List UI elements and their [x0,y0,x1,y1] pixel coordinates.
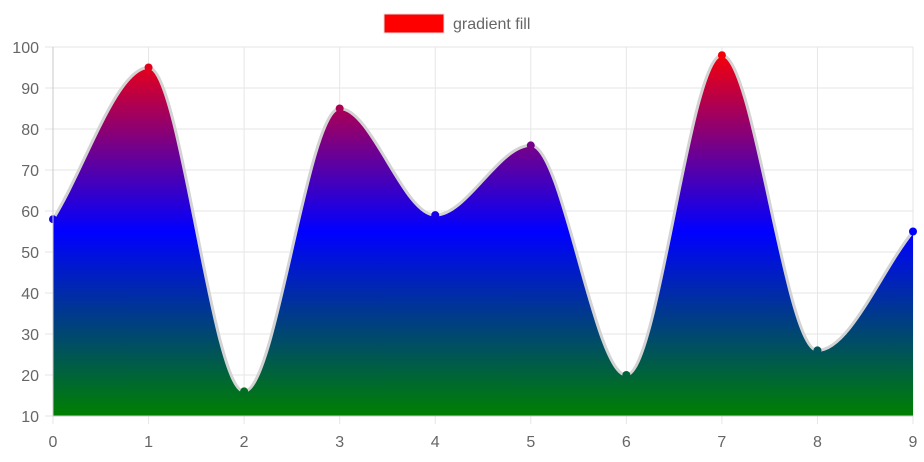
data-point[interactable] [431,211,440,220]
x-tick-label: 2 [240,434,249,451]
data-point[interactable] [909,227,917,236]
legend-label: gradient fill [453,16,530,33]
y-tick-label: 100 [12,40,39,57]
legend[interactable]: gradient fill [383,13,530,34]
x-tick-label: 0 [49,434,58,451]
area-fill [53,55,913,416]
x-tick-label: 9 [909,434,918,451]
data-points [49,51,917,396]
y-tick-label: 20 [21,368,39,385]
x-tick-label: 1 [144,434,153,451]
x-tick-label: 6 [622,434,631,451]
y-tick-label: 90 [21,81,39,98]
y-tick-label: 30 [21,327,39,344]
x-tick-label: 7 [717,434,726,451]
data-point[interactable] [717,51,726,60]
x-tick-label: 8 [813,434,822,451]
y-tick-label: 40 [21,286,39,303]
data-point[interactable] [240,387,249,396]
y-tick-label: 50 [21,245,39,262]
data-point[interactable] [335,104,344,113]
series-line [51,53,915,393]
data-point[interactable] [144,63,153,72]
data-point[interactable] [526,141,535,150]
y-tick-label: 80 [21,122,39,139]
y-tick-label: 10 [21,409,39,426]
series-area [51,53,915,416]
x-tick-label: 3 [335,434,344,451]
data-point[interactable] [622,371,631,379]
y-tick-label: 70 [21,163,39,180]
y-tick-label: 60 [21,204,39,221]
legend-swatch [383,13,445,34]
x-tick-label: 4 [431,434,440,451]
data-point[interactable] [813,346,822,355]
axes: 10 20 30 40 50 60 70 80 90 100 0 1 2 3 4 5 6 7 8 9 [12,40,917,451]
x-tick-label: 5 [526,434,535,451]
